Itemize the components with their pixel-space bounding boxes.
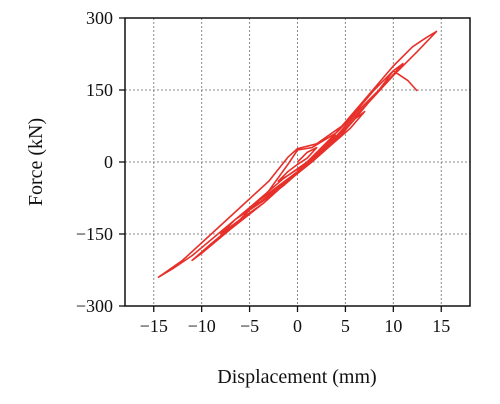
y-tick-label: 150: [86, 80, 113, 100]
y-tick-label: 0: [104, 152, 113, 172]
x-tick-label: −5: [240, 316, 259, 336]
x-tick-label: −15: [140, 316, 168, 336]
x-tick-labels: −15 −10 −5 0 5 10 15: [140, 316, 451, 336]
x-tick-label: −10: [188, 316, 216, 336]
y-axis-label: Force (kN): [25, 118, 47, 206]
y-tick-label: −300: [76, 296, 113, 316]
x-axis-label: Displacement (mm): [217, 366, 376, 388]
x-tick-label: 10: [384, 316, 402, 336]
x-tick-label: 5: [341, 316, 350, 336]
x-tick-label: 15: [432, 316, 450, 336]
series-line: [157, 30, 438, 278]
axis-ticks: [119, 17, 442, 312]
y-tick-label: −150: [76, 224, 113, 244]
y-tick-labels: −300 −150 0 150 300: [76, 8, 113, 316]
y-tick-label: 300: [86, 8, 113, 28]
x-tick-label: 0: [293, 316, 302, 336]
